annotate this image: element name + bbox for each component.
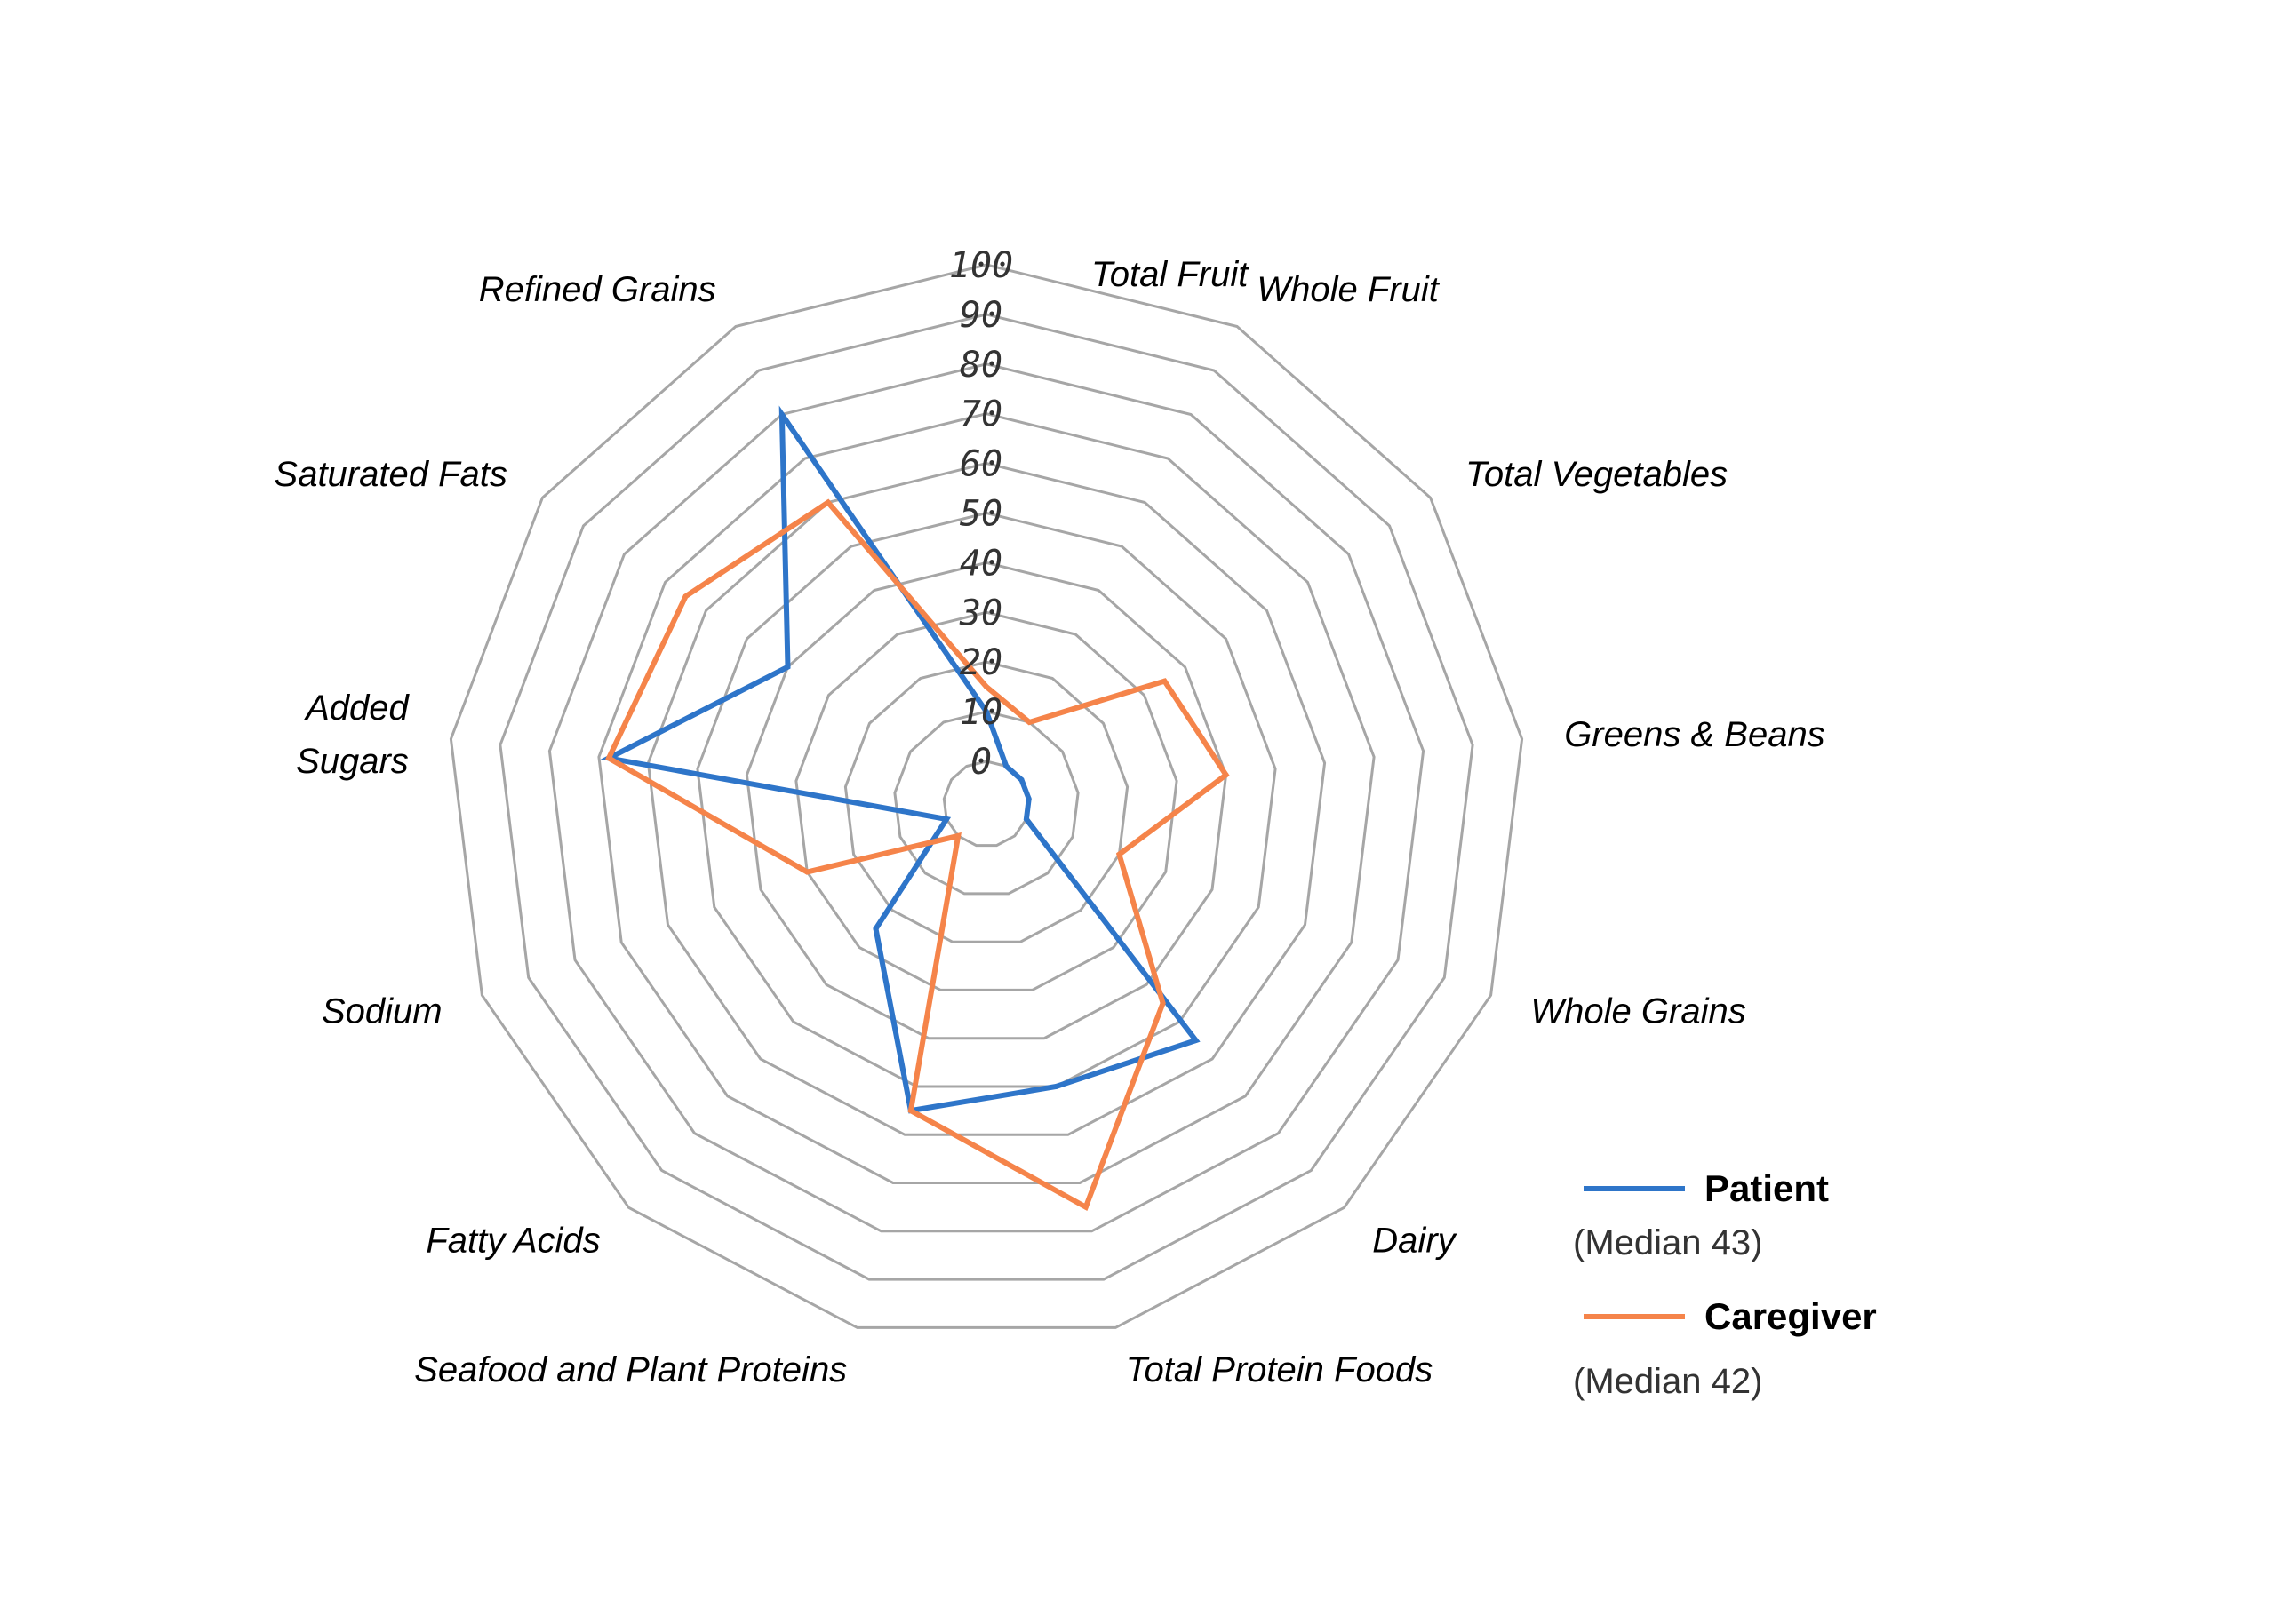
data-point-caregiver-7 (907, 1108, 914, 1114)
category-labels: Total Fruit Whole Fruit Total Vegetables Gr… (275, 255, 1825, 1389)
tick-label-90: 90 (960, 295, 1002, 336)
data-point-patient-6 (1053, 1084, 1059, 1089)
tick-label-20: 20 (960, 642, 1002, 683)
grid-ring-20 (843, 660, 1130, 943)
series-layer (600, 405, 1230, 1211)
tick-label-80: 80 (960, 345, 1002, 386)
data-point-patient-0 (984, 709, 989, 715)
legend-label-patient: Patient (1704, 1167, 1829, 1209)
data-point-caregiver-1 (1026, 720, 1033, 725)
tick-label-50: 50 (960, 494, 1002, 535)
grid-ring-30 (794, 610, 1178, 991)
category-label-fatty-acids: Fatty Acids (426, 1221, 600, 1260)
data-point-caregiver-6 (1082, 1204, 1089, 1210)
legend: Patient (Median 43) Caregiver (Median 42… (1573, 1167, 1877, 1401)
grid-ring-60 (646, 462, 1327, 1136)
category-label-refined-grains: Refined Grains (479, 270, 716, 309)
data-point-caregiver-2 (1161, 678, 1168, 684)
category-label-saturated-fats: Saturated Fats (275, 455, 507, 494)
category-label-dairy: Dairy (1372, 1221, 1457, 1260)
tick-label-10: 10 (960, 692, 1002, 733)
data-point-caregiver-4 (1116, 851, 1122, 857)
legend-note-caregiver: (Median 42) (1573, 1362, 1762, 1401)
tick-label-40: 40 (960, 543, 1002, 584)
data-point-caregiver-0 (984, 684, 989, 690)
tick-label-60: 60 (960, 444, 1002, 485)
category-label-whole-fruit: Whole Fruit (1257, 270, 1440, 309)
grid-ring-40 (745, 561, 1228, 1040)
data-point-patient-1 (1003, 763, 1010, 769)
category-label-total-vegetables: Total Vegetables (1465, 455, 1728, 494)
tick-label-70: 70 (960, 394, 1002, 435)
data-point-patient-9 (944, 816, 950, 822)
data-point-patient-5 (1193, 1038, 1199, 1044)
data-point-patient-4 (1023, 816, 1029, 822)
category-label-sodium: Sodium (322, 991, 443, 1031)
radial-tick-labels: 0 10 20 30 40 50 60 70 80 90 100 (949, 245, 1013, 783)
tick-label-100: 100 (949, 245, 1013, 286)
category-label-total-protein-foods: Total Protein Foods (1126, 1350, 1433, 1389)
data-point-patient-8 (873, 926, 879, 932)
grid-ring-100 (449, 263, 1524, 1329)
series-line-patient (600, 405, 1201, 1114)
grid-ring-10 (893, 710, 1080, 896)
data-point-caregiver-8 (955, 832, 962, 839)
data-point-patient-2 (1018, 776, 1025, 783)
category-label-greens-beans: Greens & Beans (1564, 715, 1825, 754)
grid-ring-70 (597, 412, 1376, 1184)
radar-grid (449, 263, 1524, 1329)
grid-ring-90 (499, 313, 1474, 1281)
category-label-total-fruit: Total Fruit (1091, 255, 1249, 294)
data-point-patient-12 (778, 411, 785, 418)
legend-note-patient: (Median 43) (1573, 1223, 1762, 1262)
data-point-caregiver-3 (1223, 772, 1229, 778)
data-point-patient-3 (1026, 796, 1032, 802)
data-point-caregiver-5 (1160, 1000, 1166, 1007)
legend-label-caregiver: Caregiver (1704, 1295, 1877, 1337)
data-point-patient-11 (785, 664, 791, 670)
tick-label-0: 0 (970, 742, 992, 783)
category-label-added-sugars: Added Sugars (296, 689, 410, 781)
category-label-whole-grains: Whole Grains (1530, 991, 1745, 1031)
series-line-caregiver (605, 498, 1230, 1211)
data-point-caregiver-11 (682, 593, 689, 600)
data-point-caregiver-9 (804, 869, 810, 875)
data-point-caregiver-12 (825, 499, 831, 506)
grid-ring-50 (696, 511, 1277, 1088)
category-label-seafood-and-plant-proteins: Seafood and Plant Proteins (414, 1350, 847, 1389)
tick-label-30: 30 (959, 593, 1002, 633)
grid-ring-80 (547, 362, 1425, 1233)
data-point-caregiver-10 (606, 755, 611, 761)
